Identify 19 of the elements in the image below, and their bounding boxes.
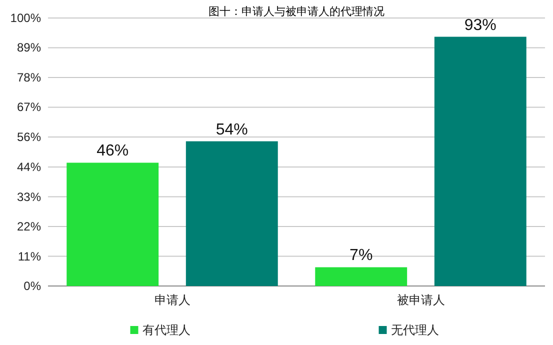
y-tick-label: 22% [16,220,42,234]
legend-label: 有代理人 [142,323,190,337]
x-tick-label: 被申请人 [396,293,445,307]
y-tick-label: 44% [16,160,42,174]
y-tick-label: 67% [16,100,42,114]
y-tick-label: 11% [18,249,42,264]
data-label: 7% [350,247,373,264]
y-tick-label: 78% [16,70,42,84]
y-tick-label: 56% [16,130,42,144]
title: 图十：申请人与被申请人的代理情况 [208,6,384,18]
y-tick-label: 0% [24,279,42,293]
y-tick-label: 100% [10,11,42,25]
data-label: 93% [464,16,496,34]
x-tick-label: 申请人 [154,293,190,307]
data-label: 46% [96,142,129,160]
data-label: 54% [216,121,248,138]
y-tick-label: 33% [16,190,42,204]
legend-label: 无代理人 [390,323,439,337]
y-tick-label: 89% [16,40,42,55]
